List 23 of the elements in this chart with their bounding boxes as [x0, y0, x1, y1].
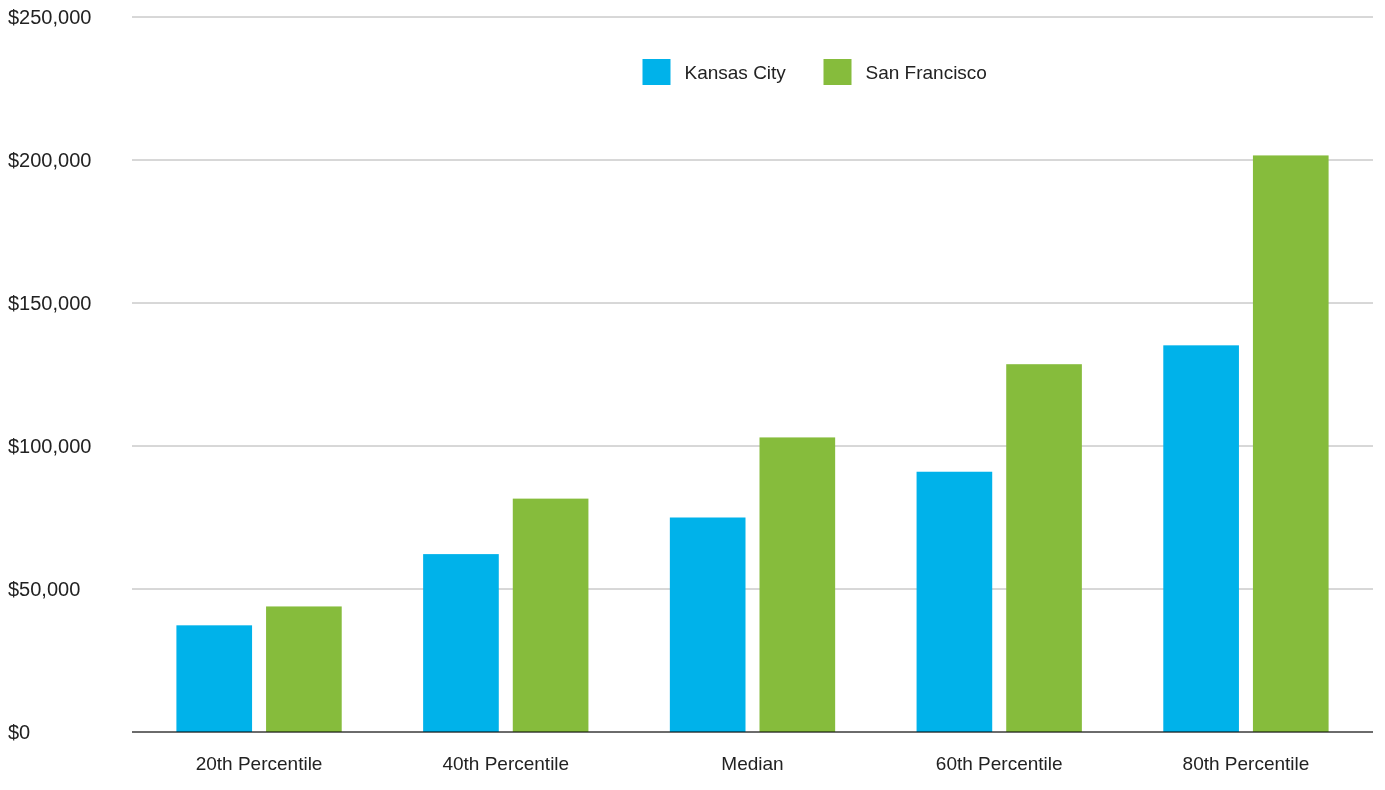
bar [1252, 155, 1329, 732]
y-tick-label: $250,000 [8, 6, 92, 28]
legend-label: Kansas City [684, 61, 787, 83]
legend-label: San Francisco [865, 61, 987, 83]
x-tick-label: 40th Percentile [442, 753, 570, 774]
y-tick-label: $100,000 [8, 435, 92, 457]
bar [759, 437, 836, 732]
x-tick-label: 80th Percentile [1182, 753, 1310, 774]
y-tick-label: $50,000 [8, 578, 81, 600]
bar [266, 606, 342, 732]
y-tick-label: $200,000 [8, 149, 92, 171]
bar [423, 554, 499, 732]
y-tick-label: $150,000 [8, 292, 92, 314]
x-tick-label: Median [721, 753, 784, 774]
bar [512, 498, 589, 732]
x-tick-label: 60th Percentile [935, 753, 1063, 774]
bar [669, 517, 746, 732]
bar [1163, 345, 1239, 732]
bar [1006, 364, 1082, 732]
bar [176, 625, 253, 732]
bar [916, 471, 993, 732]
x-tick-label: 20th Percentile [195, 753, 323, 774]
y-tick-label: $0 [8, 721, 31, 743]
